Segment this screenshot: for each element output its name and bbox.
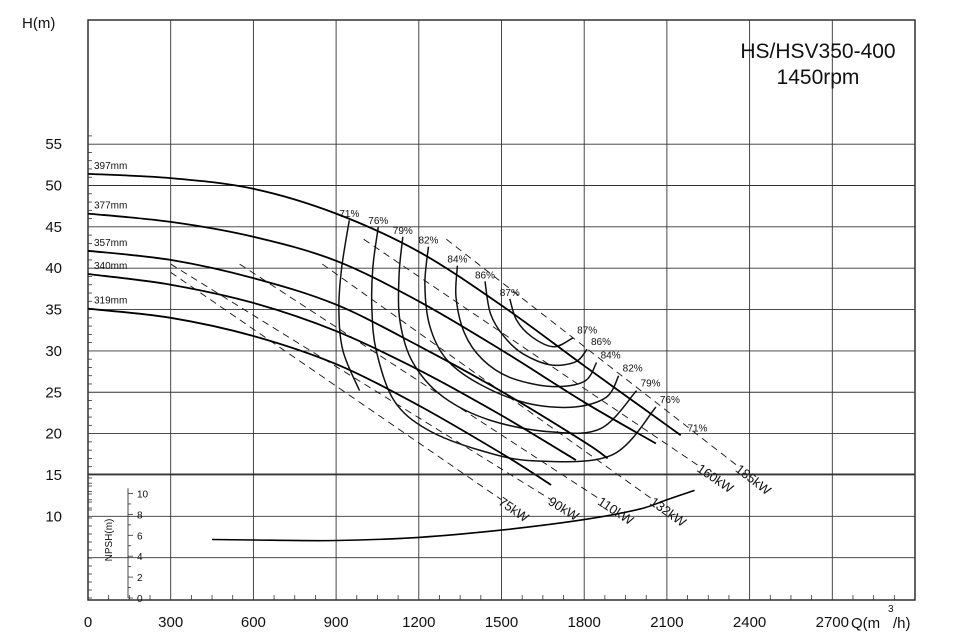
y-tick-label: 40 xyxy=(45,260,62,277)
efficiency-label-left: 71% xyxy=(339,209,359,220)
y-tick-label: 35 xyxy=(45,302,62,319)
npsh-tick-label: 4 xyxy=(137,552,143,563)
npsh-tick-label: 6 xyxy=(137,531,143,542)
efficiency-curve xyxy=(424,246,620,409)
npsh-panel: 0 2 4 6 8 10 NPSH(m) xyxy=(88,473,915,605)
efficiency-curve xyxy=(484,281,588,367)
x-tick-label: 1200 xyxy=(402,614,435,631)
head-curve xyxy=(87,212,657,445)
npsh-axis-label: NPSH(m) xyxy=(104,519,115,562)
power-line xyxy=(170,263,552,501)
power-line xyxy=(446,238,739,468)
y-tick-label: 10 xyxy=(45,508,62,525)
x-tick-label: 2100 xyxy=(650,614,683,631)
y-tick-label: 50 xyxy=(45,178,62,195)
efficiency-label-left: 82% xyxy=(418,236,438,247)
efficiency-label-right: 86% xyxy=(591,337,611,348)
head-curve xyxy=(87,273,577,461)
npsh-tick-label: 8 xyxy=(137,510,143,521)
chart-title-speed: 1450rpm xyxy=(777,66,860,89)
y-tick-label: 55 xyxy=(45,136,62,153)
chart-title-model: HS/HSV350-400 xyxy=(740,40,895,63)
efficiency-curve xyxy=(397,236,638,435)
head-curve-label: 377mm xyxy=(94,201,127,212)
efficiency-curve xyxy=(454,265,598,388)
efficiency-label-left: 84% xyxy=(447,255,467,266)
head-curve-label: 340mm xyxy=(94,261,127,272)
efficiency-label-left: 86% xyxy=(475,270,495,281)
head-curve-label: 319mm xyxy=(94,296,127,307)
head-curve xyxy=(87,173,682,437)
head-curve xyxy=(87,249,609,460)
efficiency-curve xyxy=(338,220,361,391)
y-axis-label: H(m) xyxy=(22,15,55,32)
efficiency-label-left: 79% xyxy=(393,226,413,237)
x-tick-label: 600 xyxy=(241,614,266,631)
y-tick-label: 15 xyxy=(45,467,62,484)
y-tick-label: 30 xyxy=(45,343,62,360)
efficiency-curve xyxy=(370,226,657,463)
axis-ticks: 0 300 600 900 1200 1500 1800 2100 2400 2700101520… xyxy=(45,136,849,631)
x-tick-label: 1500 xyxy=(485,614,518,631)
y-tick-label: 45 xyxy=(45,219,62,236)
x-tick-label: 300 xyxy=(158,614,183,631)
power-line xyxy=(363,238,701,468)
y-tick-label: 25 xyxy=(45,384,62,401)
head-curve xyxy=(87,307,552,486)
efficiency-curves: 71%71%76%76%79%79%82%82%84%84%86%86%87%8… xyxy=(338,209,708,463)
x-tick-label: 1800 xyxy=(568,614,601,631)
y-tick-label: 20 xyxy=(45,426,62,443)
efficiency-label-right: 79% xyxy=(641,379,661,390)
power-line xyxy=(322,263,654,501)
efficiency-label-right: 87% xyxy=(577,326,597,337)
npsh-curve xyxy=(212,489,695,542)
x-tick-label: 2700 xyxy=(816,614,849,631)
x-tick-label: 900 xyxy=(324,614,349,631)
x-axis-label-tail: /h) xyxy=(893,615,911,632)
x-axis-label-sup: 3 xyxy=(888,604,894,615)
head-curve-label: 397mm xyxy=(94,161,127,172)
efficiency-label-right: 84% xyxy=(601,350,621,361)
x-tick-label: 2400 xyxy=(733,614,766,631)
x-axis-label: Q(m xyxy=(851,615,880,632)
head-curves: 397mm 377mm 357mm 340mm 319mm xyxy=(87,161,682,486)
npsh-tick-label: 2 xyxy=(137,573,143,584)
power-line xyxy=(170,271,502,501)
npsh-tick-label: 10 xyxy=(137,490,149,501)
head-curve-label: 357mm xyxy=(94,238,127,249)
x-tick-label: 0 xyxy=(84,614,92,631)
efficiency-label-left: 76% xyxy=(368,216,388,227)
efficiency-label-right: 82% xyxy=(623,364,643,375)
efficiency-label-left: 87% xyxy=(500,288,520,299)
npsh-tick-label: 0 xyxy=(137,594,143,605)
efficiency-label-right: 76% xyxy=(660,395,680,406)
efficiency-label-right: 71% xyxy=(687,423,707,434)
